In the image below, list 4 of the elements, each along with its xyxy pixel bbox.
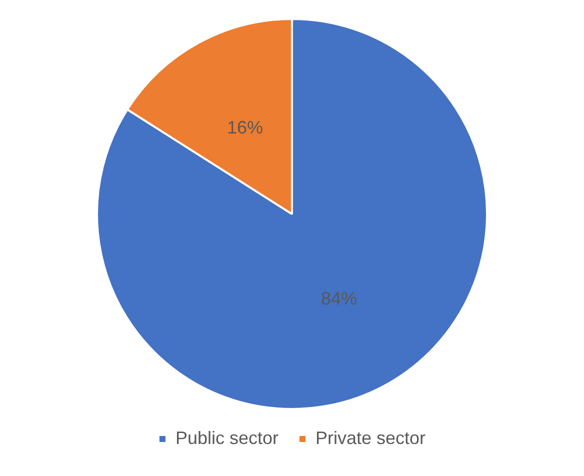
- legend-label: Public sector: [175, 428, 279, 448]
- data-label: 84%: [320, 288, 357, 308]
- legend-label: Private sector: [316, 428, 426, 448]
- data-label: 16%: [227, 118, 264, 138]
